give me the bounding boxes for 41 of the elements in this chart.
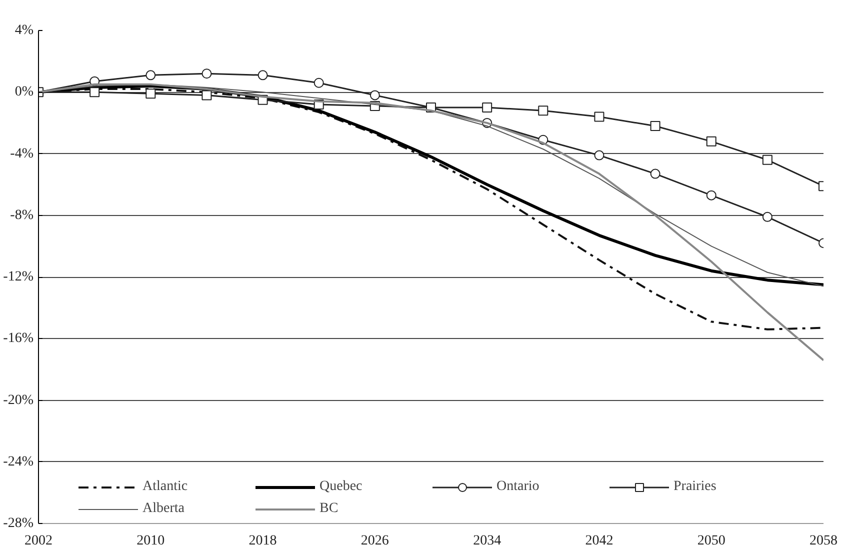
point xyxy=(650,121,660,132)
legend-label: Quebec xyxy=(320,479,364,495)
x-tick-label: 2026 xyxy=(360,534,389,548)
point xyxy=(706,136,716,146)
point xyxy=(146,88,156,99)
x-tick-label: 2002 xyxy=(24,534,52,548)
point xyxy=(650,168,660,179)
x-tick-label: 2018 xyxy=(248,534,277,548)
legend-label: BC xyxy=(320,501,340,517)
point xyxy=(482,102,492,113)
legend-label: Ontario xyxy=(496,479,540,495)
point xyxy=(538,106,548,116)
y-tick-label: -8% xyxy=(10,208,34,223)
point xyxy=(594,112,604,122)
x-tick-label: 2034 xyxy=(473,534,502,548)
y-tick-label: -4% xyxy=(10,146,34,162)
legend-label: Atlantic xyxy=(142,479,189,495)
y-tick-label: 4% xyxy=(14,23,34,38)
point xyxy=(146,70,156,80)
y-tick-label: -24% xyxy=(3,454,34,470)
y-tick-label: -20% xyxy=(3,392,34,408)
x-tick-label: 2058 xyxy=(810,534,838,548)
point xyxy=(90,87,100,98)
point xyxy=(706,190,716,200)
legend-label: Alberta xyxy=(142,501,186,517)
point xyxy=(314,78,324,88)
point xyxy=(202,68,212,79)
point xyxy=(202,90,212,100)
y-tick-label: -16% xyxy=(3,331,34,346)
x-tick-label: 2010 xyxy=(136,534,165,548)
point xyxy=(762,212,772,222)
y-tick-label: 0% xyxy=(14,84,34,100)
x-tick-label: 2050 xyxy=(697,534,726,548)
point xyxy=(762,154,772,165)
point xyxy=(258,70,268,80)
point xyxy=(594,150,604,160)
y-tick-label: -28% xyxy=(3,516,34,531)
legend-label: Prairies xyxy=(674,479,718,495)
y-tick-label: -12% xyxy=(3,270,34,284)
point xyxy=(370,90,380,100)
x-tick-label: 2042 xyxy=(585,534,614,548)
